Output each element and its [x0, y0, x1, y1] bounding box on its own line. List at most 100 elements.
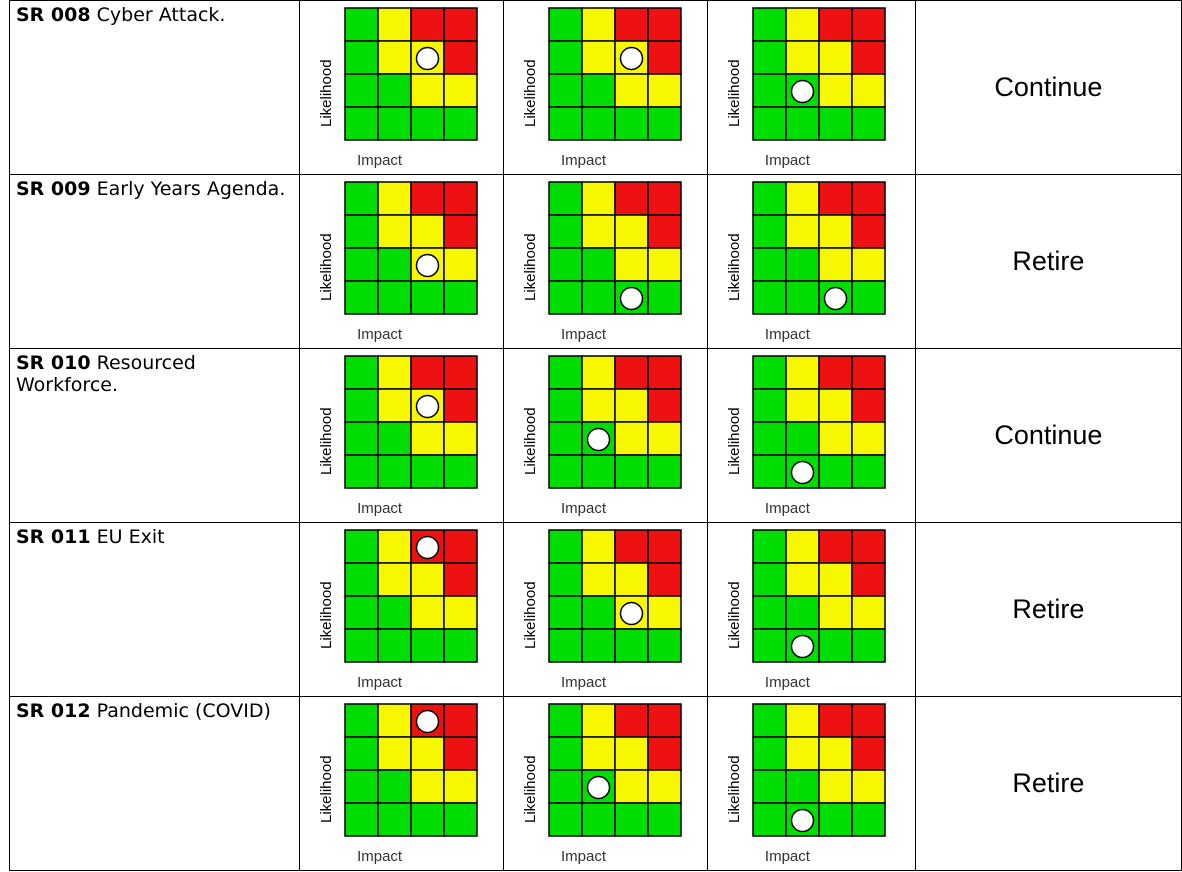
risk-title: Pandemic (COVID)	[96, 700, 271, 722]
risk-grid	[344, 529, 478, 663]
grid-cell-red	[443, 736, 478, 771]
risk-code: SR 010	[16, 352, 91, 374]
grid-cell-green	[785, 595, 820, 630]
impact-axis-label: Impact	[764, 152, 810, 169]
inherent-matrix-cell: Likelihood Impact	[299, 0, 504, 175]
grid-cell-green	[785, 421, 820, 456]
grid-cell-green	[752, 769, 787, 804]
grid-cell-green	[377, 802, 412, 837]
grid-cell-yellow	[785, 529, 820, 564]
grid-cell-yellow	[614, 73, 649, 108]
grid-cell-yellow	[647, 769, 682, 804]
target-matrix-cell: Likelihood Impact	[706, 348, 916, 523]
grid-cell-green	[614, 454, 649, 489]
risk-grid	[344, 355, 478, 489]
risk-title: EU Exit	[96, 526, 165, 548]
grid-cell-green	[548, 703, 583, 738]
grid-cell-green	[548, 280, 583, 315]
grid-cell-yellow	[785, 7, 820, 42]
risk-code: SR 012	[16, 700, 91, 722]
grid-cell-red	[647, 562, 682, 597]
grid-cell-green	[752, 40, 787, 75]
grid-cell-green	[344, 40, 379, 75]
grid-cell-red	[443, 214, 478, 249]
risk-position-marker	[415, 535, 440, 560]
grid-cell-yellow	[818, 562, 853, 597]
grid-cell-yellow	[851, 595, 886, 630]
grid-cell-green	[443, 454, 478, 489]
grid-cell-yellow	[377, 7, 412, 42]
impact-axis-label: Impact	[764, 500, 810, 517]
grid-cell-red	[614, 7, 649, 42]
grid-cell-yellow	[410, 736, 445, 771]
grid-cell-green	[785, 247, 820, 282]
grid-cell-red	[443, 388, 478, 423]
grid-cell-yellow	[785, 40, 820, 75]
grid-cell-red	[443, 562, 478, 597]
grid-cell-green	[581, 247, 616, 282]
inherent-matrix-cell: Likelihood Impact	[299, 174, 504, 349]
grid-cell-yellow	[581, 529, 616, 564]
grid-cell-yellow	[614, 214, 649, 249]
risk-position-marker	[586, 775, 611, 800]
risk-grid	[548, 529, 682, 663]
grid-cell-yellow	[785, 562, 820, 597]
grid-cell-yellow	[785, 388, 820, 423]
grid-cell-yellow	[614, 562, 649, 597]
grid-cell-green	[344, 214, 379, 249]
grid-cell-green	[548, 595, 583, 630]
impact-axis-label: Impact	[357, 674, 403, 691]
risk-matrix: Likelihood Impact	[708, 349, 913, 523]
grid-cell-green	[851, 280, 886, 315]
grid-cell-green	[344, 802, 379, 837]
risk-grid	[752, 181, 886, 315]
risk-code: SR 011	[16, 526, 91, 548]
grid-cell-green	[377, 73, 412, 108]
grid-cell-yellow	[647, 73, 682, 108]
grid-cell-green	[443, 628, 478, 663]
risk-matrix: Likelihood Impact	[504, 697, 709, 871]
grid-cell-yellow	[785, 355, 820, 390]
target-matrix-cell: Likelihood Impact	[706, 696, 916, 871]
grid-cell-yellow	[614, 388, 649, 423]
grid-cell-red	[443, 40, 478, 75]
grid-cell-green	[614, 628, 649, 663]
grid-cell-yellow	[818, 247, 853, 282]
risk-row-sr011: SR 011 EU Exit Likelihood Impact Likeliho…	[8, 522, 1182, 697]
risk-grid	[752, 529, 886, 663]
risk-title: Cyber Attack.	[96, 4, 226, 26]
risk-position-marker	[619, 601, 644, 626]
grid-cell-red	[851, 562, 886, 597]
grid-cell-green	[377, 106, 412, 141]
target-matrix-cell: Likelihood Impact	[706, 174, 916, 349]
grid-cell-green	[581, 628, 616, 663]
grid-cell-red	[443, 703, 478, 738]
likelihood-axis-label: Likelihood	[521, 233, 539, 301]
grid-cell-green	[752, 595, 787, 630]
grid-cell-green	[548, 7, 583, 42]
risk-position-marker	[790, 79, 815, 104]
grid-cell-red	[647, 181, 682, 216]
grid-cell-green	[548, 529, 583, 564]
grid-cell-green	[752, 388, 787, 423]
grid-cell-red	[818, 181, 853, 216]
impact-axis-label: Impact	[560, 674, 606, 691]
grid-cell-red	[851, 736, 886, 771]
grid-cell-green	[752, 73, 787, 108]
grid-cell-red	[851, 703, 886, 738]
grid-cell-red	[818, 7, 853, 42]
risk-matrix: Likelihood Impact	[504, 175, 709, 349]
grid-cell-yellow	[377, 703, 412, 738]
grid-cell-red	[647, 40, 682, 75]
risk-row-sr008: SR 008 Cyber Attack. Likelihood Impact Li…	[8, 0, 1182, 175]
grid-cell-yellow	[581, 562, 616, 597]
grid-cell-green	[752, 247, 787, 282]
likelihood-axis-label: Likelihood	[521, 407, 539, 475]
grid-cell-green	[614, 106, 649, 141]
risk-matrix: Likelihood Impact	[708, 697, 913, 871]
risk-position-marker	[415, 46, 440, 71]
grid-cell-green	[548, 73, 583, 108]
grid-cell-green	[851, 106, 886, 141]
impact-axis-label: Impact	[560, 326, 606, 343]
grid-cell-green	[647, 106, 682, 141]
